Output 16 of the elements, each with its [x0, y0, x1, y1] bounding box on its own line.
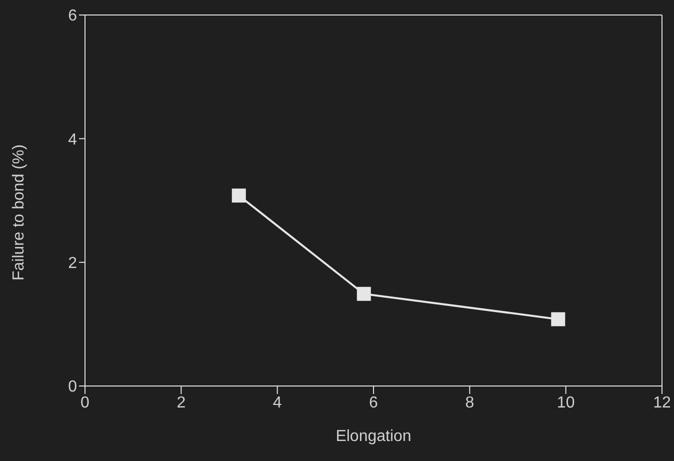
x-tick-label: 12 [653, 394, 671, 412]
y-tick-label: 0 [68, 378, 78, 396]
y-tick-label: 4 [68, 131, 78, 148]
x-tick-label: 0 [80, 394, 90, 412]
y-tick-label: 6 [68, 8, 78, 25]
x-tick-label: 2 [176, 394, 186, 412]
x-tick-label: 8 [465, 394, 474, 412]
x-axis-title: Elongation [336, 428, 412, 445]
x-tick-label: 4 [272, 394, 282, 412]
point [232, 188, 246, 203]
y-axis-title: Failure to bond (%) [10, 144, 28, 280]
y-tick-label: 2 [68, 255, 78, 272]
point [356, 286, 371, 301]
x-tick-label: 6 [369, 394, 378, 412]
point [551, 312, 566, 326]
x-tick-label: 10 [556, 394, 575, 412]
